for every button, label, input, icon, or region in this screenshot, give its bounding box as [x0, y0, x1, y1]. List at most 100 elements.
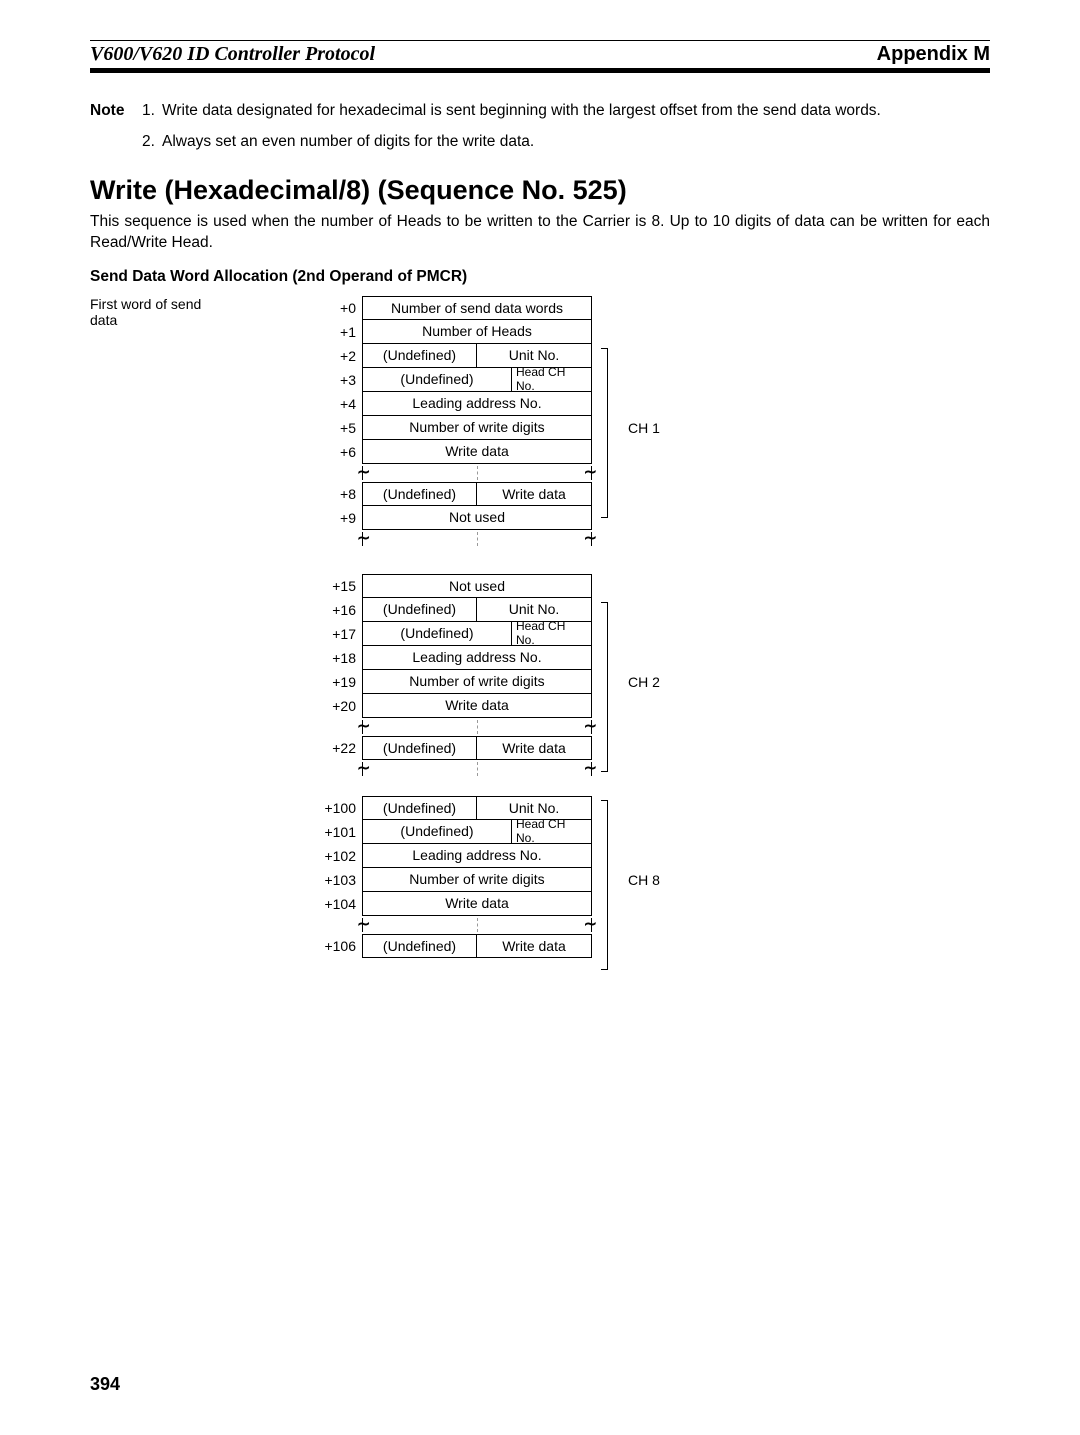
cell: (Undefined) — [362, 598, 477, 622]
offset-label: +3 — [310, 368, 362, 392]
offset-label: +4 — [310, 392, 362, 416]
diagram-row: +19 Number of write digits CH 2 — [310, 670, 990, 694]
header-rule — [90, 40, 990, 41]
offset-label: +6 — [310, 440, 362, 464]
diagram-row: +17 (Undefined) Head CH No. — [310, 622, 990, 646]
diagram-row: +22 (Undefined) Write data — [310, 736, 990, 760]
channel-label: CH 8 — [622, 868, 682, 892]
offset-label: +22 — [310, 736, 362, 760]
header-right: Appendix M — [877, 43, 990, 66]
offset-label: +100 — [310, 796, 362, 820]
note-number: 1. — [142, 101, 162, 122]
first-word-label: First word of send data — [90, 296, 310, 328]
cell: Number of write digits — [362, 416, 592, 440]
offset-label: +104 — [310, 892, 362, 916]
section-title: Write (Hexadecimal/8) (Sequence No. 525) — [90, 175, 990, 206]
offset-label: +17 — [310, 622, 362, 646]
allocation-diagram: First word of send data +0 Number of sen… — [310, 296, 990, 958]
diagram-row: +106 (Undefined) Write data — [310, 934, 990, 958]
page-number: 394 — [90, 1374, 120, 1395]
cell: Write data — [362, 892, 592, 916]
continuation-row: ∼∼ — [310, 718, 990, 736]
offset-label: +16 — [310, 598, 362, 622]
note-label: Note — [90, 101, 142, 122]
diagram-row: +20 Write data — [310, 694, 990, 718]
diagram-row: +6 Write data — [310, 440, 990, 464]
side-label-line2: data — [90, 312, 117, 328]
cell: Head CH No. — [512, 368, 592, 392]
note-text: Always set an even number of digits for … — [162, 132, 990, 153]
cell: Leading address No. — [362, 646, 592, 670]
section-subheading: Send Data Word Allocation (2nd Operand o… — [90, 268, 990, 286]
offset-label: +9 — [310, 506, 362, 530]
diagram-row: +18 Leading address No. — [310, 646, 990, 670]
cell: Write data — [477, 482, 592, 506]
channel-label: CH 1 — [622, 416, 682, 440]
cell: Unit No. — [477, 344, 592, 368]
offset-label: +103 — [310, 868, 362, 892]
diagram-row: +100 (Undefined) Unit No. — [310, 796, 990, 820]
cell: Leading address No. — [362, 844, 592, 868]
offset-label: +106 — [310, 934, 362, 958]
cell: Number of write digits — [362, 670, 592, 694]
diagram-row: +102 Leading address No. — [310, 844, 990, 868]
header-left: V600/V620 ID Controller Protocol — [90, 43, 375, 66]
cell: (Undefined) — [362, 482, 477, 506]
diagram-row: +9 Not used — [310, 506, 990, 530]
note-item: 2. Always set an even number of digits f… — [90, 132, 990, 153]
offset-label: +18 — [310, 646, 362, 670]
cell: Not used — [362, 506, 592, 530]
diagram-row: +101 (Undefined) Head CH No. — [310, 820, 990, 844]
offset-label: +2 — [310, 344, 362, 368]
cell: (Undefined) — [362, 368, 512, 392]
cell: Number of write digits — [362, 868, 592, 892]
side-label-line1: First word of send — [90, 296, 201, 312]
offset-label: +19 — [310, 670, 362, 694]
diagram-row: +8 (Undefined) Write data — [310, 482, 990, 506]
continuation-row: ∼∼ — [310, 916, 990, 934]
section-description: This sequence is used when the number of… — [90, 212, 990, 254]
cell: Write data — [362, 694, 592, 718]
cell: (Undefined) — [362, 736, 477, 760]
cell: Number of Heads — [362, 320, 592, 344]
offset-label: +8 — [310, 482, 362, 506]
cell: Not used — [362, 574, 592, 598]
cell: Write data — [477, 736, 592, 760]
channel-label: CH 2 — [622, 670, 682, 694]
diagram-row: +5 Number of write digits CH 1 — [310, 416, 990, 440]
continuation-row: ∼∼ — [310, 464, 990, 482]
offset-label: +101 — [310, 820, 362, 844]
note-item: Note 1. Write data designated for hexade… — [90, 101, 990, 122]
cell: Unit No. — [477, 796, 592, 820]
cell: Leading address No. — [362, 392, 592, 416]
diagram-row: +3 (Undefined) Head CH No. — [310, 368, 990, 392]
cell: (Undefined) — [362, 622, 512, 646]
diagram-row: +2 (Undefined) Unit No. — [310, 344, 990, 368]
cell: (Undefined) — [362, 934, 477, 958]
note-text: Write data designated for hexadecimal is… — [162, 101, 990, 122]
diagram-row: +16 (Undefined) Unit No. — [310, 598, 990, 622]
offset-label: +20 — [310, 694, 362, 718]
offset-label: +0 — [310, 296, 362, 320]
diagram-row: First word of send data +0 Number of sen… — [310, 296, 990, 320]
diagram-row: +15 Not used — [310, 574, 990, 598]
cell: Write data — [477, 934, 592, 958]
diagram-row: +104 Write data — [310, 892, 990, 916]
continuation-row: ∼∼ — [310, 760, 990, 778]
offset-label: +102 — [310, 844, 362, 868]
cell: (Undefined) — [362, 344, 477, 368]
page-header: V600/V620 ID Controller Protocol Appendi… — [90, 43, 990, 73]
offset-label: +1 — [310, 320, 362, 344]
diagram-row: +103 Number of write digits CH 8 — [310, 868, 990, 892]
cell: (Undefined) — [362, 796, 477, 820]
cell: Unit No. — [477, 598, 592, 622]
cell: Number of send data words — [362, 296, 592, 320]
cell: Write data — [362, 440, 592, 464]
offset-label: +15 — [310, 574, 362, 598]
diagram-row: +1 Number of Heads — [310, 320, 990, 344]
cell: (Undefined) — [362, 820, 512, 844]
continuation-row: ∼∼ — [310, 530, 990, 548]
page: V600/V620 ID Controller Protocol Appendi… — [0, 0, 1080, 1435]
note-number: 2. — [142, 132, 162, 153]
cell: Head CH No. — [512, 820, 592, 844]
